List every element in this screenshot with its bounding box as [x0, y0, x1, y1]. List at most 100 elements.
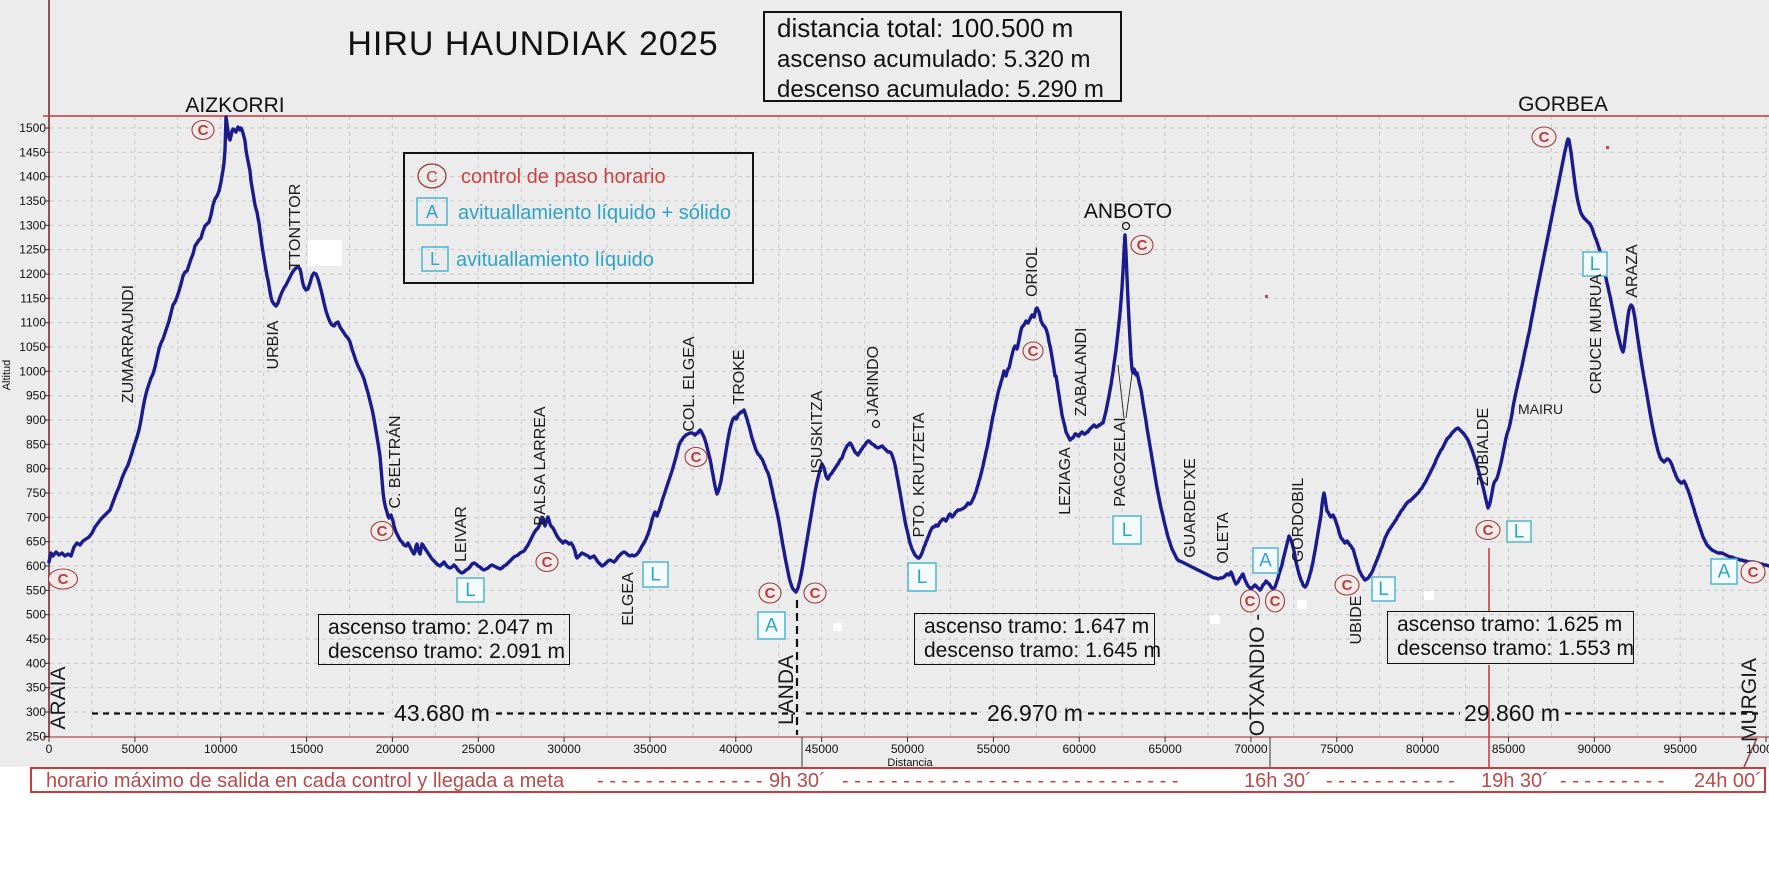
svg-text:L: L: [1378, 579, 1389, 600]
svg-text:UBIDE: UBIDE: [1348, 596, 1365, 645]
svg-text:700: 700: [26, 510, 46, 524]
svg-text:30000: 30000: [547, 742, 581, 756]
svg-text:43.680 m: 43.680 m: [394, 700, 490, 726]
svg-text:avituallamiento líquido + sóli: avituallamiento líquido + sólido: [458, 202, 731, 224]
svg-text:L: L: [917, 567, 928, 588]
svg-text:1200: 1200: [19, 267, 46, 281]
svg-text:600: 600: [26, 559, 46, 573]
svg-text:L: L: [1122, 520, 1133, 541]
svg-text:C: C: [1342, 577, 1353, 594]
svg-text:550: 550: [26, 583, 46, 597]
svg-text:1450: 1450: [19, 145, 46, 159]
svg-text:A: A: [426, 202, 438, 222]
svg-text:70000: 70000: [1234, 742, 1268, 756]
svg-text:50000: 50000: [891, 742, 925, 756]
svg-text:25000: 25000: [462, 742, 496, 756]
svg-text:1500: 1500: [19, 121, 46, 135]
svg-text:450: 450: [26, 632, 46, 646]
svg-text:350: 350: [26, 681, 46, 695]
svg-text:C: C: [1270, 593, 1281, 610]
svg-text:OLETA: OLETA: [1215, 512, 1232, 564]
svg-text:ZUMARRAUNDI: ZUMARRAUNDI: [120, 285, 137, 403]
svg-text:C: C: [377, 523, 388, 540]
svg-text:MURGIA: MURGIA: [1738, 658, 1761, 742]
svg-text:C. BELTRÁN: C. BELTRÁN: [385, 415, 404, 508]
svg-text:C: C: [1245, 593, 1256, 610]
svg-text:100000: 100000: [1746, 742, 1769, 756]
svg-text:1000: 1000: [19, 364, 46, 378]
svg-text:800: 800: [26, 462, 46, 476]
svg-text:10000: 10000: [204, 742, 238, 756]
svg-text:26.970 m: 26.970 m: [987, 700, 1083, 726]
svg-text:A: A: [1718, 562, 1731, 583]
svg-text:20000: 20000: [376, 742, 410, 756]
svg-text:ARAIA: ARAIA: [47, 666, 70, 729]
svg-text:C: C: [426, 169, 438, 186]
svg-text:ZUBIALDE: ZUBIALDE: [1475, 408, 1492, 486]
svg-text:OTXANDIO -: OTXANDIO -: [1246, 614, 1269, 737]
svg-text:500: 500: [26, 608, 46, 622]
svg-text:1350: 1350: [19, 194, 46, 208]
svg-text:65000: 65000: [1148, 742, 1182, 756]
svg-text:A: A: [765, 616, 778, 637]
svg-text:MAIRU: MAIRU: [1518, 401, 1563, 417]
svg-text:PTO. KRUTZETA: PTO. KRUTZETA: [911, 412, 928, 537]
svg-text:LANDA: LANDA: [775, 655, 798, 725]
svg-text:40000: 40000: [719, 742, 753, 756]
svg-text:C: C: [810, 585, 821, 602]
svg-text:C: C: [691, 449, 702, 466]
svg-text:C: C: [1137, 237, 1148, 254]
svg-text:TROKE: TROKE: [731, 349, 748, 404]
svg-text:1400: 1400: [19, 170, 46, 184]
svg-text:300: 300: [26, 705, 46, 719]
svg-text:250: 250: [26, 729, 46, 743]
svg-text:35000: 35000: [633, 742, 667, 756]
svg-text:1250: 1250: [19, 243, 46, 257]
svg-text:CRUCE MURUA: CRUCE MURUA: [1588, 274, 1605, 394]
svg-text:0: 0: [46, 742, 53, 756]
svg-text:L: L: [1514, 522, 1525, 543]
svg-text:Distancia: Distancia: [887, 757, 933, 769]
svg-text:29.860 m: 29.860 m: [1464, 700, 1560, 726]
svg-text:1050: 1050: [19, 340, 46, 354]
svg-text:AIZKORRI: AIZKORRI: [185, 94, 284, 117]
svg-text:ANBOTO: ANBOTO: [1084, 200, 1172, 223]
svg-text:PAGOZELAI: PAGOZELAI: [1112, 417, 1129, 507]
svg-text:avituallamiento líquido: avituallamiento líquido: [456, 249, 654, 271]
svg-text:GORBEA: GORBEA: [1518, 93, 1608, 116]
svg-text:COL. ELGEA: COL. ELGEA: [681, 336, 698, 431]
svg-text:Altitud: Altitud: [1, 360, 13, 391]
svg-text:C: C: [1028, 343, 1039, 360]
svg-text:C: C: [542, 554, 553, 571]
svg-text:C: C: [198, 122, 209, 139]
svg-text:650: 650: [26, 535, 46, 549]
svg-text:900: 900: [26, 413, 46, 427]
svg-text:A: A: [1259, 551, 1272, 572]
svg-text:5000: 5000: [122, 742, 149, 756]
svg-text:C: C: [58, 571, 69, 588]
svg-text:JARINDO: JARINDO: [865, 346, 882, 416]
svg-text:ARAZA: ARAZA: [1624, 244, 1641, 298]
svg-text:L: L: [465, 580, 476, 601]
svg-text:control de paso horario: control de paso horario: [461, 166, 666, 188]
svg-text:C: C: [1748, 564, 1759, 581]
svg-text:1300: 1300: [19, 218, 46, 232]
svg-text:60000: 60000: [1063, 742, 1097, 756]
svg-text:75000: 75000: [1320, 742, 1354, 756]
svg-text:GUARDETXE: GUARDETXE: [1182, 458, 1199, 558]
svg-text:750: 750: [26, 486, 46, 500]
svg-text:TTONTTOR: TTONTTOR: [287, 184, 304, 271]
svg-text:BALSA LARREA: BALSA LARREA: [532, 406, 549, 526]
svg-text:80000: 80000: [1406, 742, 1440, 756]
svg-text:L: L: [650, 565, 661, 586]
svg-text:15000: 15000: [290, 742, 324, 756]
svg-text:C: C: [1539, 129, 1550, 146]
svg-text:C: C: [765, 585, 776, 602]
svg-text:90000: 90000: [1578, 742, 1612, 756]
svg-text:ELGEA: ELGEA: [620, 572, 637, 626]
svg-text:1100: 1100: [20, 316, 46, 330]
svg-text:45000: 45000: [805, 742, 839, 756]
svg-text:L: L: [430, 249, 440, 269]
svg-text:ZABALANDI: ZABALANDI: [1073, 328, 1090, 417]
svg-text:LEIVAR: LEIVAR: [453, 506, 470, 562]
